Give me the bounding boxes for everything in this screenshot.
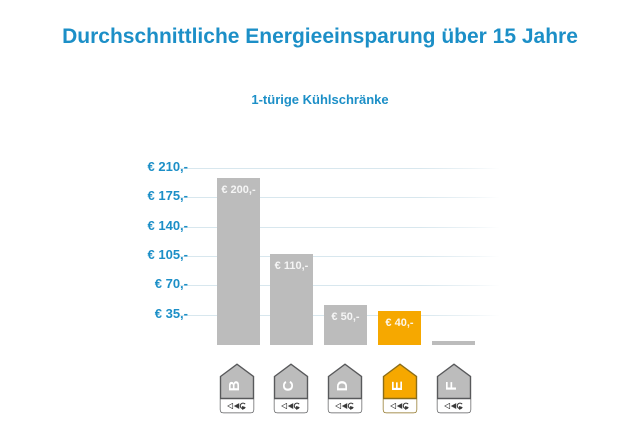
- svg-text:F: F: [443, 381, 460, 390]
- svg-text:C: C: [280, 380, 297, 391]
- svg-text:D: D: [334, 380, 351, 391]
- svg-text:E: E: [389, 381, 406, 391]
- svg-text:B: B: [226, 380, 243, 391]
